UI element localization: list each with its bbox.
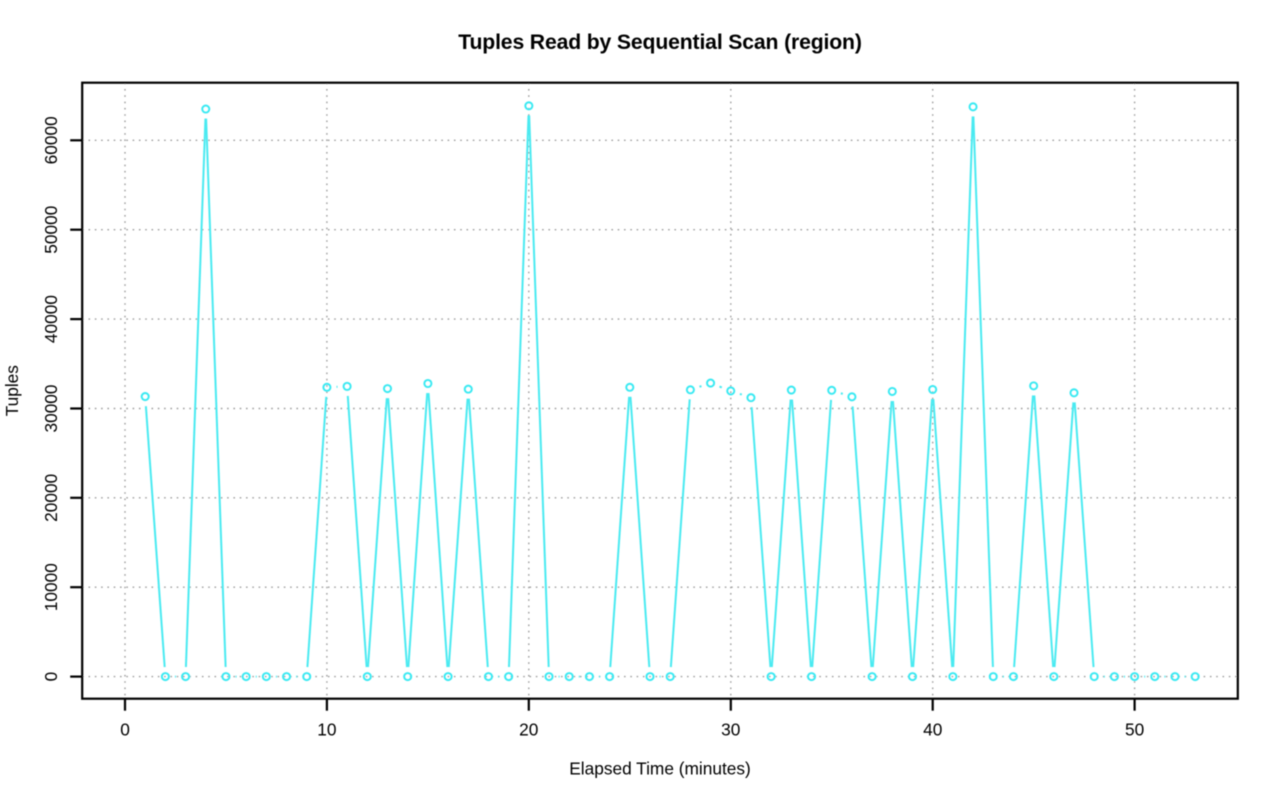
svg-text:30: 30 (721, 719, 740, 739)
svg-text:Tuples Read by Sequential Scan: Tuples Read by Sequential Scan (region) (458, 31, 861, 54)
svg-text:20: 20 (519, 719, 538, 739)
svg-text:Elapsed Time (minutes): Elapsed Time (minutes) (569, 759, 751, 779)
svg-text:30000: 30000 (41, 384, 61, 432)
svg-text:50000: 50000 (41, 206, 61, 254)
svg-text:40: 40 (923, 719, 942, 739)
svg-text:20000: 20000 (41, 474, 61, 522)
svg-text:0: 0 (120, 719, 130, 739)
svg-text:Tuples: Tuples (2, 365, 22, 417)
svg-text:10: 10 (317, 719, 336, 739)
svg-text:0: 0 (41, 672, 61, 682)
svg-text:40000: 40000 (41, 295, 61, 343)
svg-text:10000: 10000 (41, 563, 61, 611)
svg-text:50: 50 (1125, 719, 1144, 739)
svg-text:60000: 60000 (41, 116, 61, 164)
